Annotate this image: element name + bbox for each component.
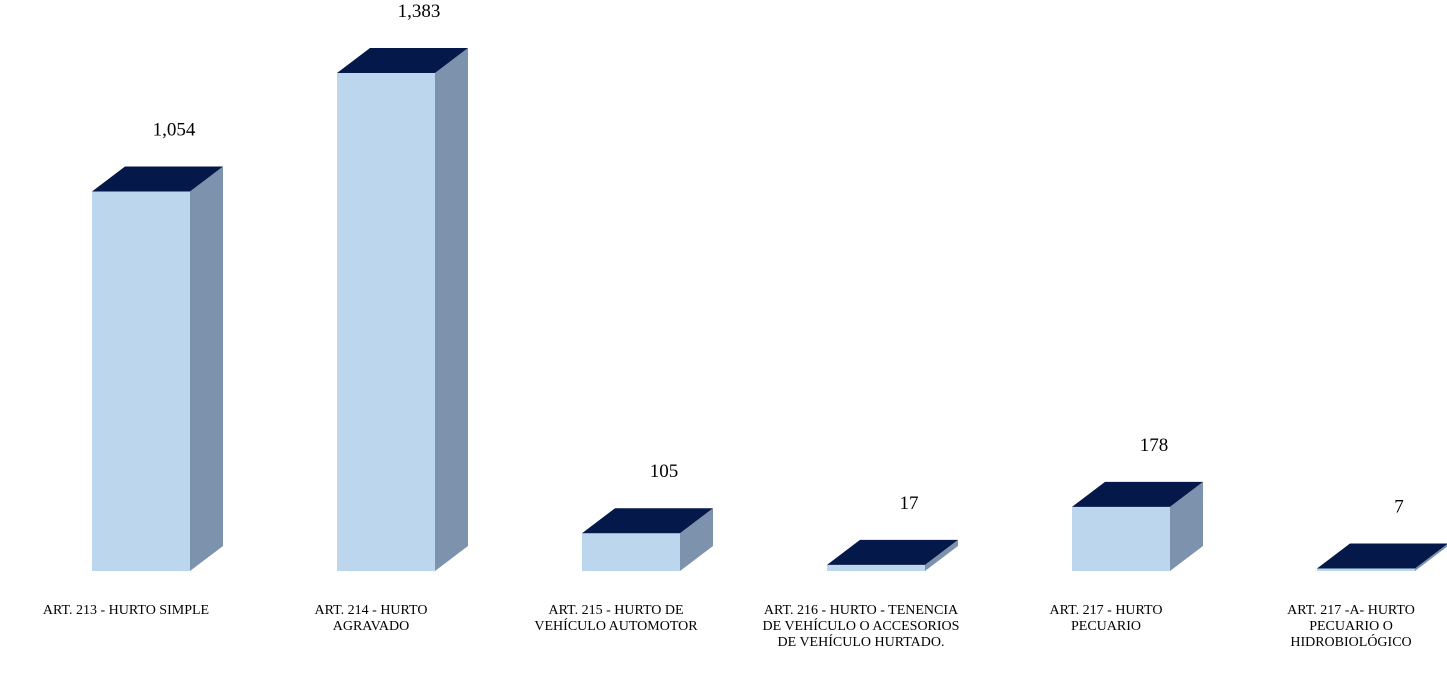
bar-front-1 [337,73,435,571]
value-label: 7 [1394,496,1404,517]
category-label: ART. 216 - HURTO - TENENCIA DE VEHÍCULO … [762,603,960,650]
bar-front-3 [827,564,925,571]
bar-front-0 [92,191,190,571]
bar-top-4 [1072,481,1203,507]
category-label: ART. 217 -A- HURTO PECUARIO O HIDROBIOLÓ… [1287,603,1415,650]
bar-side-1 [435,48,468,571]
bar-front-5 [1317,568,1415,571]
bar-side-3 [925,539,958,571]
value-label: 17 [900,493,919,514]
value-label: 1,383 [398,1,441,22]
bar-top-5 [1317,543,1447,569]
value-labels-group: 1,054 1,383 105 17 178 7 [153,1,1404,517]
category-label: ART. 217 - HURTO PECUARIO [1049,603,1163,634]
category-label: ART. 213 - HURTO SIMPLE [42,603,210,618]
bar-front-4 [1072,506,1170,571]
bar-side-4 [1170,481,1203,571]
value-label: 178 [1140,435,1169,456]
bar-front-2 [582,533,680,571]
value-label: 1,054 [153,119,196,140]
value-label: 105 [650,461,679,482]
category-label: ART. 215 - HURTO DE VEHÍCULO AUTOMOTOR [534,603,698,634]
bar-side-0 [190,166,223,571]
bar-top-1 [337,48,468,73]
bars-group [92,48,1447,571]
bar-top-3 [827,539,958,565]
category-label: ART. 214 - HURTO AGRAVADO [314,603,428,634]
bar-top-2 [582,508,713,534]
bar-top-0 [92,166,223,192]
bar-side-5 [1415,544,1447,571]
bar-side-2 [680,508,713,571]
